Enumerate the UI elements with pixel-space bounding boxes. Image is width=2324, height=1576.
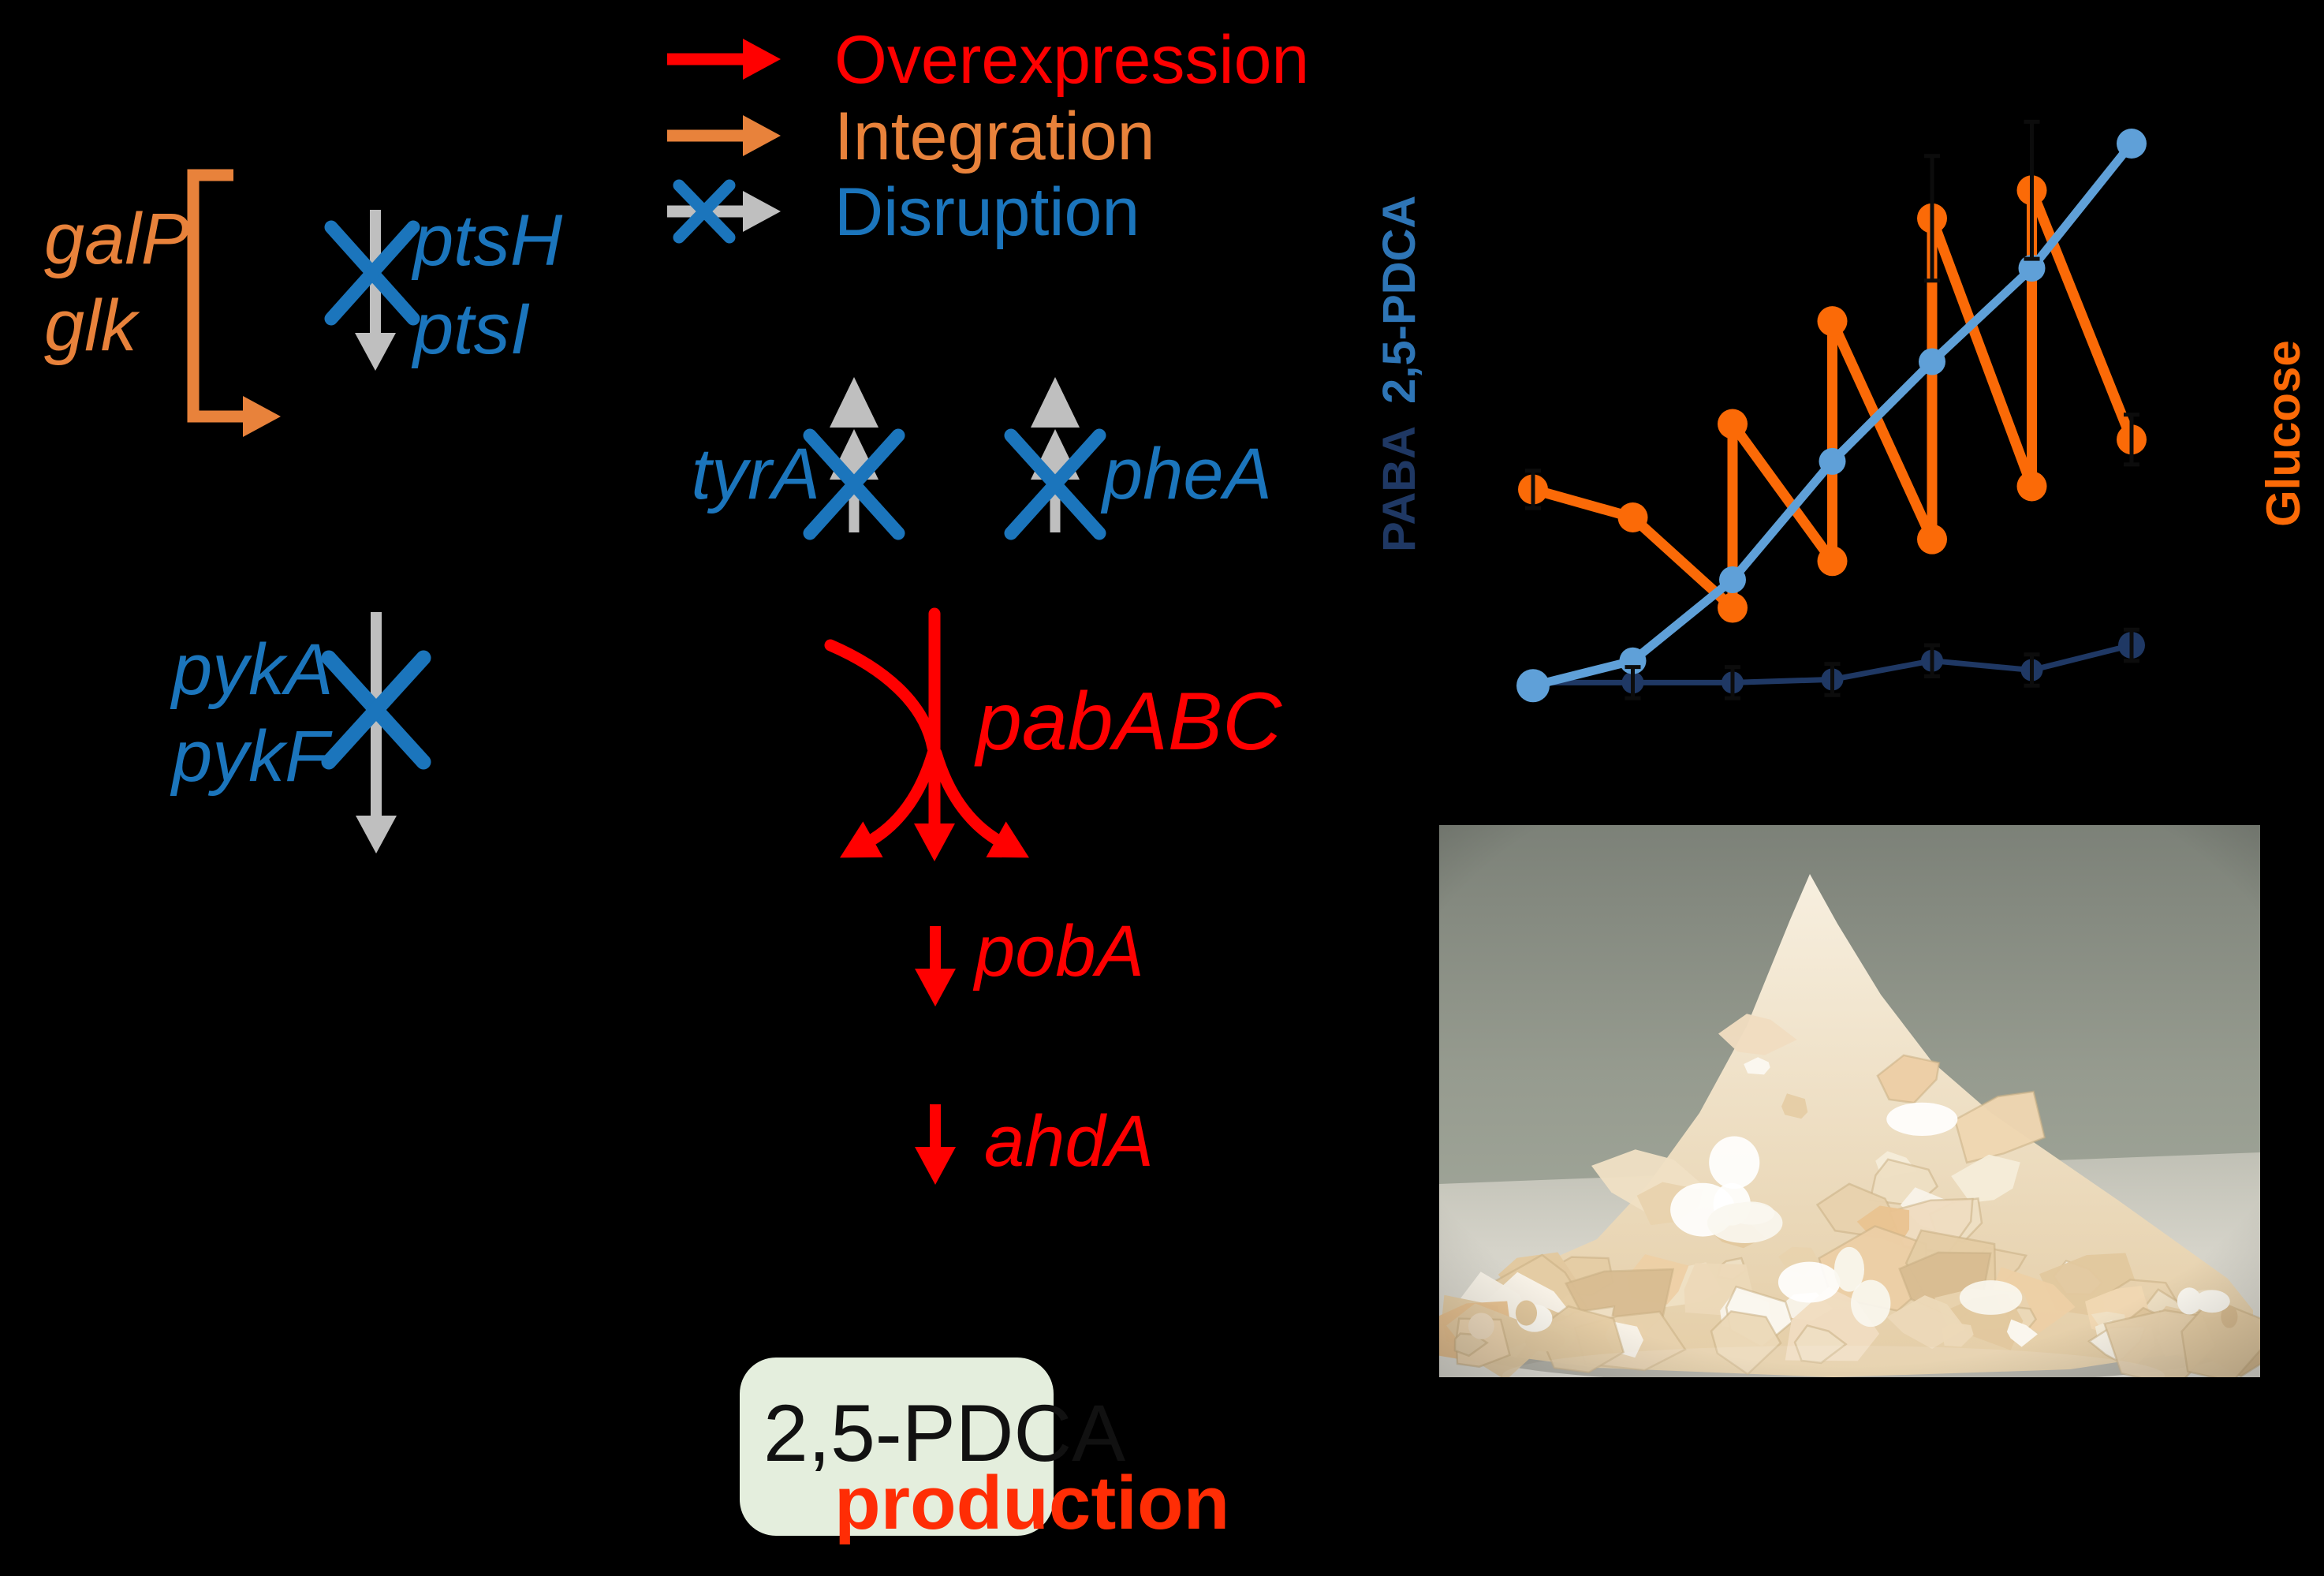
up-arrowhead-icon [1031, 377, 1080, 428]
pathway-diagram: galP glk ptsH ptsI pykA pykF tyrA [44, 169, 1282, 1185]
data-point-2,5-PDCA [1516, 669, 1550, 703]
product-photo [1439, 825, 2260, 1377]
pyk-disruption-x-icon [321, 650, 431, 770]
legend: Overexpression Integration Disruption [667, 22, 1309, 250]
gene-label-ptsH: ptsH [411, 200, 563, 281]
fermentation-chart [1516, 119, 2147, 703]
up-arrowhead-icon [830, 377, 878, 428]
gene-label-pobA: pobA [972, 911, 1144, 992]
product-box-background [740, 1358, 1054, 1536]
data-point-Glucose [1817, 306, 1848, 337]
gene-label-tyrA: tyrA [691, 434, 820, 514]
tyrA-branch: tyrA [691, 377, 905, 540]
axis-label-paba: PABA [1374, 426, 1425, 552]
gene-label-ptsI: ptsI [411, 289, 530, 369]
pheA-disruption-x-icon [1004, 428, 1106, 540]
gene-label-ahdA: ahdA [984, 1101, 1154, 1182]
disruption-x-icon [673, 179, 736, 244]
pheA-branch: pheA [1004, 377, 1272, 540]
gene-label-glk: glk [44, 286, 140, 366]
gene-label-pabABC: pabABC [974, 676, 1282, 767]
ptsHI-disruption-x-icon [324, 220, 420, 326]
data-point-2,5-PDCA [2117, 129, 2147, 159]
tyrA-disruption-x-icon [803, 428, 905, 540]
photo-vignette [1439, 825, 2260, 1377]
data-point-2,5-PDCA [1919, 348, 1945, 375]
data-point-Glucose [1917, 524, 1947, 555]
product-box-subtitle: production [834, 1461, 1229, 1545]
data-point-Glucose [1718, 592, 1748, 623]
integration-bracket-arrow [187, 169, 281, 437]
data-point-2,5-PDCA [1819, 447, 1846, 475]
gene-label-pykF: pykF [170, 716, 333, 797]
data-point-Glucose [2016, 471, 2047, 502]
axis-label-glucose: Glucose [2257, 340, 2310, 527]
legend-label-overexpression: Overexpression [834, 22, 1309, 98]
pabABC-overexpression-arrows [824, 607, 1029, 861]
legend-label-integration: Integration [834, 99, 1155, 174]
axis-label-25pdca: 2,5-PDCA [1374, 196, 1425, 404]
data-point-Glucose [1718, 409, 1748, 439]
data-point-Glucose [1817, 546, 1848, 577]
data-point-2,5-PDCA [2018, 255, 2046, 282]
legend-label-disruption: Disruption [834, 174, 1140, 250]
gene-label-pykA: pykA [170, 629, 334, 710]
gene-label-pheA: pheA [1100, 434, 1272, 514]
product-box-title: 2,5-PDCA [763, 1388, 1125, 1478]
data-point-Glucose [1617, 502, 1648, 532]
product-box: 2,5-PDCA production [740, 1358, 1229, 1545]
gene-label-galP: galP [44, 199, 189, 279]
data-point-2,5-PDCA [1719, 566, 1746, 593]
